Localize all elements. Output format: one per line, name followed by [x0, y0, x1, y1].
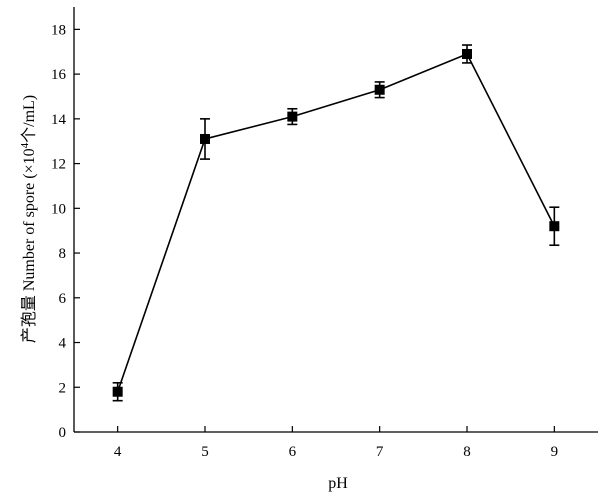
plot-area: [112, 44, 560, 402]
y-tick-label: 10: [51, 201, 66, 217]
y-tick-label: 16: [51, 67, 67, 83]
y-tick-label: 8: [59, 246, 67, 262]
x-ticks: 4 5 6 7 8 9: [114, 426, 558, 460]
data-point: [200, 133, 210, 144]
data-point: [287, 111, 298, 122]
y-tick-label: 14: [51, 112, 67, 128]
y-tick-label: 4: [59, 336, 67, 352]
x-axis-title: pH: [328, 475, 348, 492]
y-axis-title-main: 产孢量 Number of spore (×10: [20, 148, 38, 343]
x-tick-label: 8: [463, 444, 471, 460]
y-axis-title: 产孢量 Number of spore (×104个/mL): [19, 95, 38, 343]
y-tick-label: 6: [59, 291, 67, 307]
y-axis-title-tail: 个/mL): [20, 95, 38, 143]
data-point: [374, 84, 385, 95]
y-tick-label: 18: [51, 22, 66, 38]
y-tick-label: 0: [59, 425, 67, 441]
x-tick-label: 9: [551, 444, 559, 460]
series-line: [116, 52, 556, 392]
y-tick-label: 2: [59, 380, 67, 396]
data-point: [112, 386, 123, 397]
x-tick-label: 6: [289, 444, 297, 460]
x-tick-label: 4: [114, 444, 122, 460]
y-ticks: 0 2 4 6 8 10 12 14 16 18: [51, 22, 80, 441]
y-axis-title-exponent: 4: [19, 142, 31, 148]
data-point: [549, 221, 560, 232]
data-point: [462, 48, 472, 59]
x-tick-label: 5: [201, 444, 209, 460]
x-tick-label: 7: [376, 444, 384, 460]
y-tick-label: 12: [51, 157, 66, 173]
axes: 0 2 4 6 8 10 12 14 16 18 4 5 6 7 8 9: [51, 7, 598, 460]
